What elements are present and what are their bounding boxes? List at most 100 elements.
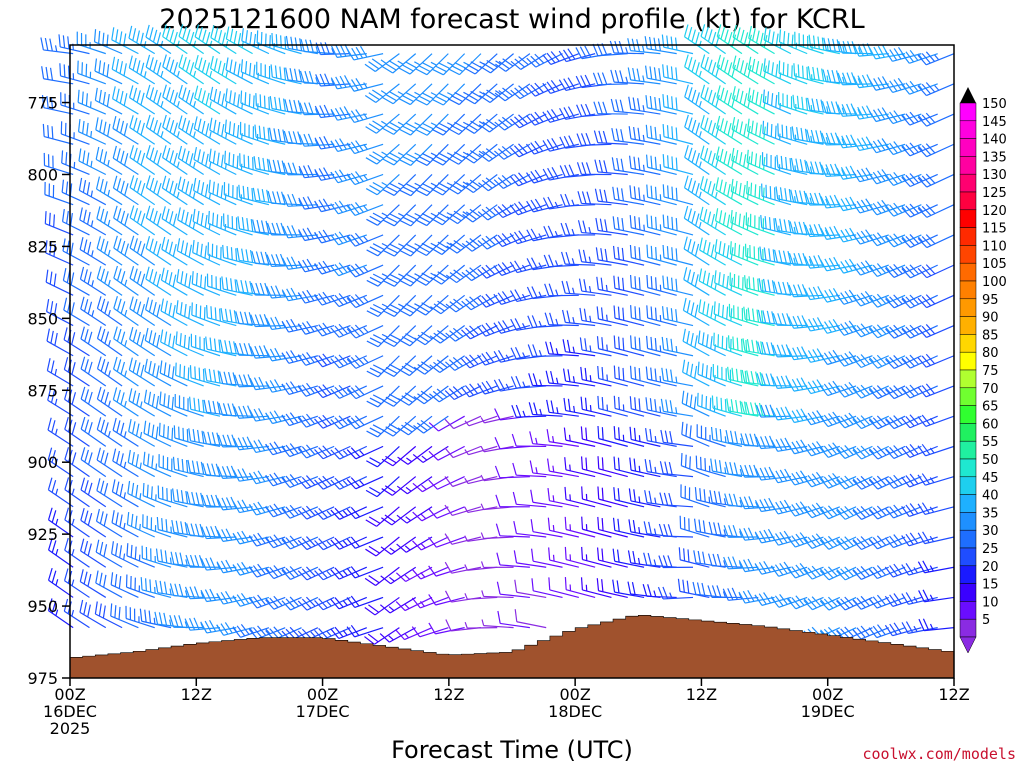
wind-barb [681, 390, 710, 417]
wind-barb [176, 269, 204, 296]
wind-barb [836, 536, 873, 551]
wind-barb [530, 489, 563, 508]
wind-barb [613, 305, 645, 327]
wind-barb [613, 395, 645, 417]
wind-barb [232, 468, 269, 482]
wind-barb [787, 595, 824, 610]
wind-barb [113, 235, 139, 266]
colorbar-swatch [959, 369, 977, 389]
wind-barb [613, 456, 645, 478]
wind-barb [209, 55, 237, 85]
wind-barb [314, 198, 351, 213]
wind-barb [494, 143, 531, 160]
colorbar-label: 150 [982, 97, 1007, 112]
y-tick-label: 975 [27, 669, 58, 688]
wind-barb [746, 118, 775, 145]
wind-barb [677, 578, 710, 599]
wind-barb [696, 392, 726, 417]
wind-barb [528, 402, 563, 417]
wind-barb [684, 54, 710, 85]
wind-barb [128, 388, 156, 417]
wind-barb [346, 294, 384, 309]
wind-barb [917, 414, 955, 427]
wind-barb [111, 479, 139, 508]
wind-barb [159, 391, 188, 417]
x-tick-label: 2025 [50, 719, 91, 738]
wind-barb [645, 428, 677, 447]
colorbar-label: 120 [982, 204, 1007, 219]
wind-barb [444, 504, 482, 516]
wind-barb [727, 335, 759, 357]
x-axis-label: Forecast Time (UTC) [391, 736, 633, 764]
colorbar-label: 70 [982, 382, 999, 397]
wind-barb [657, 586, 694, 600]
wind-barb [190, 333, 221, 357]
wind-barb [917, 531, 955, 545]
wind-barb [110, 603, 139, 629]
wind-barb [154, 611, 188, 629]
x-tick-label: 00Z [54, 685, 85, 704]
colorbar-swatch [959, 405, 977, 424]
wind-barb [95, 508, 123, 538]
wind-barb [885, 355, 922, 369]
wind-barb [497, 610, 530, 629]
wind-barb [819, 566, 857, 581]
wind-barb [683, 236, 710, 266]
wind-barb [564, 546, 596, 568]
wind-barb [77, 119, 107, 145]
wind-barb [628, 96, 661, 115]
wind-barb [770, 561, 808, 577]
y-tick-label: 800 [27, 165, 58, 184]
wind-barb [47, 417, 74, 447]
wind-barb [43, 152, 74, 176]
wind-barb [835, 351, 873, 367]
wind-barb [239, 153, 270, 176]
wind-barb [178, 115, 204, 145]
wind-barb [682, 297, 710, 327]
wind-barb [193, 116, 221, 145]
wind-barb [835, 258, 873, 274]
wind-barb [629, 457, 661, 478]
wind-barb [917, 203, 955, 218]
wind-barb [836, 566, 873, 581]
colorbar-label: 145 [982, 115, 1007, 130]
wind-barb [716, 85, 743, 115]
wind-barb [901, 49, 938, 64]
wind-barb [330, 323, 368, 338]
wind-barb [595, 217, 628, 236]
wind-barb [560, 222, 596, 236]
wind-barb [852, 260, 889, 276]
wind-barb [396, 476, 433, 495]
wind-barb [803, 410, 840, 426]
wind-barb [884, 474, 922, 489]
wind-barb [162, 54, 188, 85]
wind-barb [901, 80, 938, 95]
wind-barb [684, 114, 710, 145]
wind-barb [715, 177, 743, 206]
wind-barb [346, 354, 384, 369]
wind-barb [804, 223, 840, 238]
wind-barb [143, 389, 172, 417]
wind-barb [395, 596, 433, 612]
wind-barb [346, 415, 384, 430]
wind-barb [219, 339, 253, 357]
wind-barb [127, 449, 155, 478]
colorbar-swatch [959, 583, 977, 602]
wind-barb [145, 84, 172, 115]
wind-barb [128, 357, 156, 387]
colorbar-label: 15 [982, 578, 999, 593]
wind-barb [129, 115, 156, 145]
wind-barb [786, 562, 824, 579]
wind-barb [207, 210, 237, 236]
colorbar-swatch [959, 529, 977, 549]
wind-barb [252, 187, 286, 206]
wind-barb [414, 294, 449, 316]
x-tick-label: 00Z [307, 685, 338, 704]
wind-barb [684, 84, 710, 115]
wind-barb [771, 375, 808, 389]
wind-barb [269, 95, 302, 115]
wind-barb [710, 426, 743, 447]
wind-barb [297, 413, 335, 428]
wind-barb [494, 436, 530, 450]
wind-barb [313, 353, 351, 368]
